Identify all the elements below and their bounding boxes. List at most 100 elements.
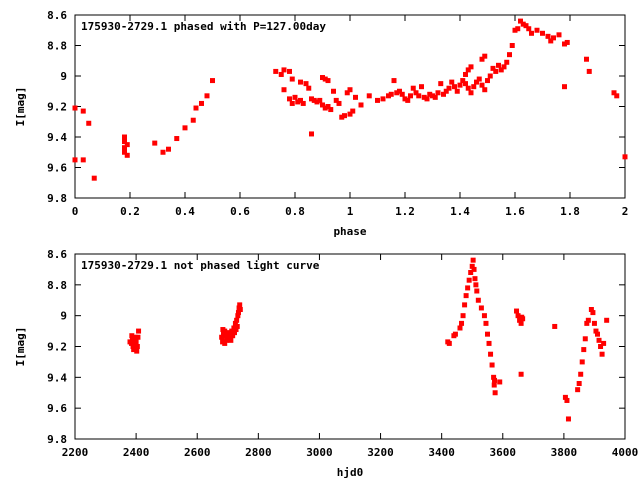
data-point [273, 68, 279, 74]
data-point [457, 325, 463, 331]
data-point [517, 317, 523, 323]
data-point [548, 38, 554, 44]
data-point [534, 27, 540, 33]
data-point [452, 331, 458, 337]
data-point [486, 340, 492, 346]
data-point [80, 157, 86, 163]
data-point [540, 30, 545, 36]
data-point [598, 344, 604, 349]
data-point [135, 334, 141, 340]
data-point [322, 76, 328, 82]
data-point [485, 78, 490, 84]
data-point [292, 94, 298, 100]
data-point [317, 97, 323, 103]
data-point [552, 323, 558, 329]
data-point [526, 26, 532, 32]
data-point [380, 96, 386, 102]
data-point [596, 337, 602, 343]
data-point [339, 114, 345, 120]
data-point [482, 53, 488, 59]
data-point [585, 317, 591, 323]
data-point [562, 394, 568, 400]
data-point [136, 328, 142, 334]
data-point [234, 323, 240, 329]
x-tick-label: 3000 [306, 446, 333, 459]
data-point [234, 317, 240, 323]
data-point [582, 336, 588, 342]
data-point [166, 146, 171, 152]
chart-title: 175930-2729.1 phased with P=127.00day [81, 20, 326, 33]
data-point [333, 97, 339, 103]
data-point [347, 111, 353, 117]
x-tick-label: 0.8 [285, 205, 305, 218]
x-tick-label: 2200 [62, 446, 89, 459]
data-point [520, 21, 526, 27]
data-point [490, 65, 496, 71]
unphased-light-curve-panel: 2200 2400 2600 2800 3000 3200 3400 3600 3800 4000… [14, 248, 638, 479]
data-point [421, 94, 427, 100]
data-point [405, 97, 411, 103]
data-point [492, 377, 498, 383]
data-point [485, 331, 490, 337]
data-point [336, 100, 342, 106]
y-tick-label: 9.8 [47, 433, 67, 446]
data-point [515, 26, 521, 32]
data-point [507, 52, 512, 58]
data-point [306, 85, 312, 91]
data-point [481, 313, 487, 319]
data-point [358, 102, 364, 108]
x-tick-label: 2 [622, 205, 629, 218]
data-point [465, 85, 471, 91]
data-point [482, 87, 488, 93]
data-point [132, 334, 138, 340]
data-point [72, 157, 78, 163]
data-point [498, 67, 504, 73]
data-point [193, 105, 199, 111]
data-point [419, 84, 424, 90]
data-point [471, 84, 477, 90]
data-point [472, 276, 478, 282]
data-point [509, 43, 515, 48]
data-point [579, 359, 585, 365]
data-point [427, 91, 433, 97]
data-point [278, 71, 284, 77]
data-point [514, 308, 520, 314]
data-point [235, 313, 241, 319]
data-point [468, 64, 474, 70]
data-point [375, 97, 380, 103]
data-point [599, 351, 605, 357]
data-point [413, 90, 419, 96]
data-point [463, 293, 469, 299]
data-point [449, 79, 455, 85]
data-point [298, 97, 303, 103]
data-point [386, 93, 391, 99]
data-point [300, 100, 306, 106]
data-point [595, 331, 600, 337]
data-point [518, 371, 524, 377]
x-tick-label: 1.2 [395, 205, 415, 218]
data-point [452, 84, 457, 90]
data-point [320, 75, 325, 81]
data-point [129, 333, 135, 339]
data-point [457, 82, 463, 88]
data-point [460, 78, 466, 84]
data-point [199, 100, 204, 106]
data-point [622, 154, 628, 160]
data-point [473, 282, 479, 288]
data-point [515, 313, 521, 319]
data-point [588, 307, 594, 312]
x-axis-label: phase [333, 225, 366, 238]
data-point [309, 96, 314, 102]
data-point [222, 340, 228, 346]
data-point [441, 91, 446, 97]
data-point [344, 90, 350, 96]
data-point [520, 316, 526, 322]
data-point [463, 71, 468, 77]
data-point [471, 266, 477, 272]
data-point [190, 117, 196, 123]
data-point [469, 263, 475, 269]
data-point [311, 97, 317, 103]
data-point [564, 397, 570, 403]
data-point [174, 136, 180, 142]
